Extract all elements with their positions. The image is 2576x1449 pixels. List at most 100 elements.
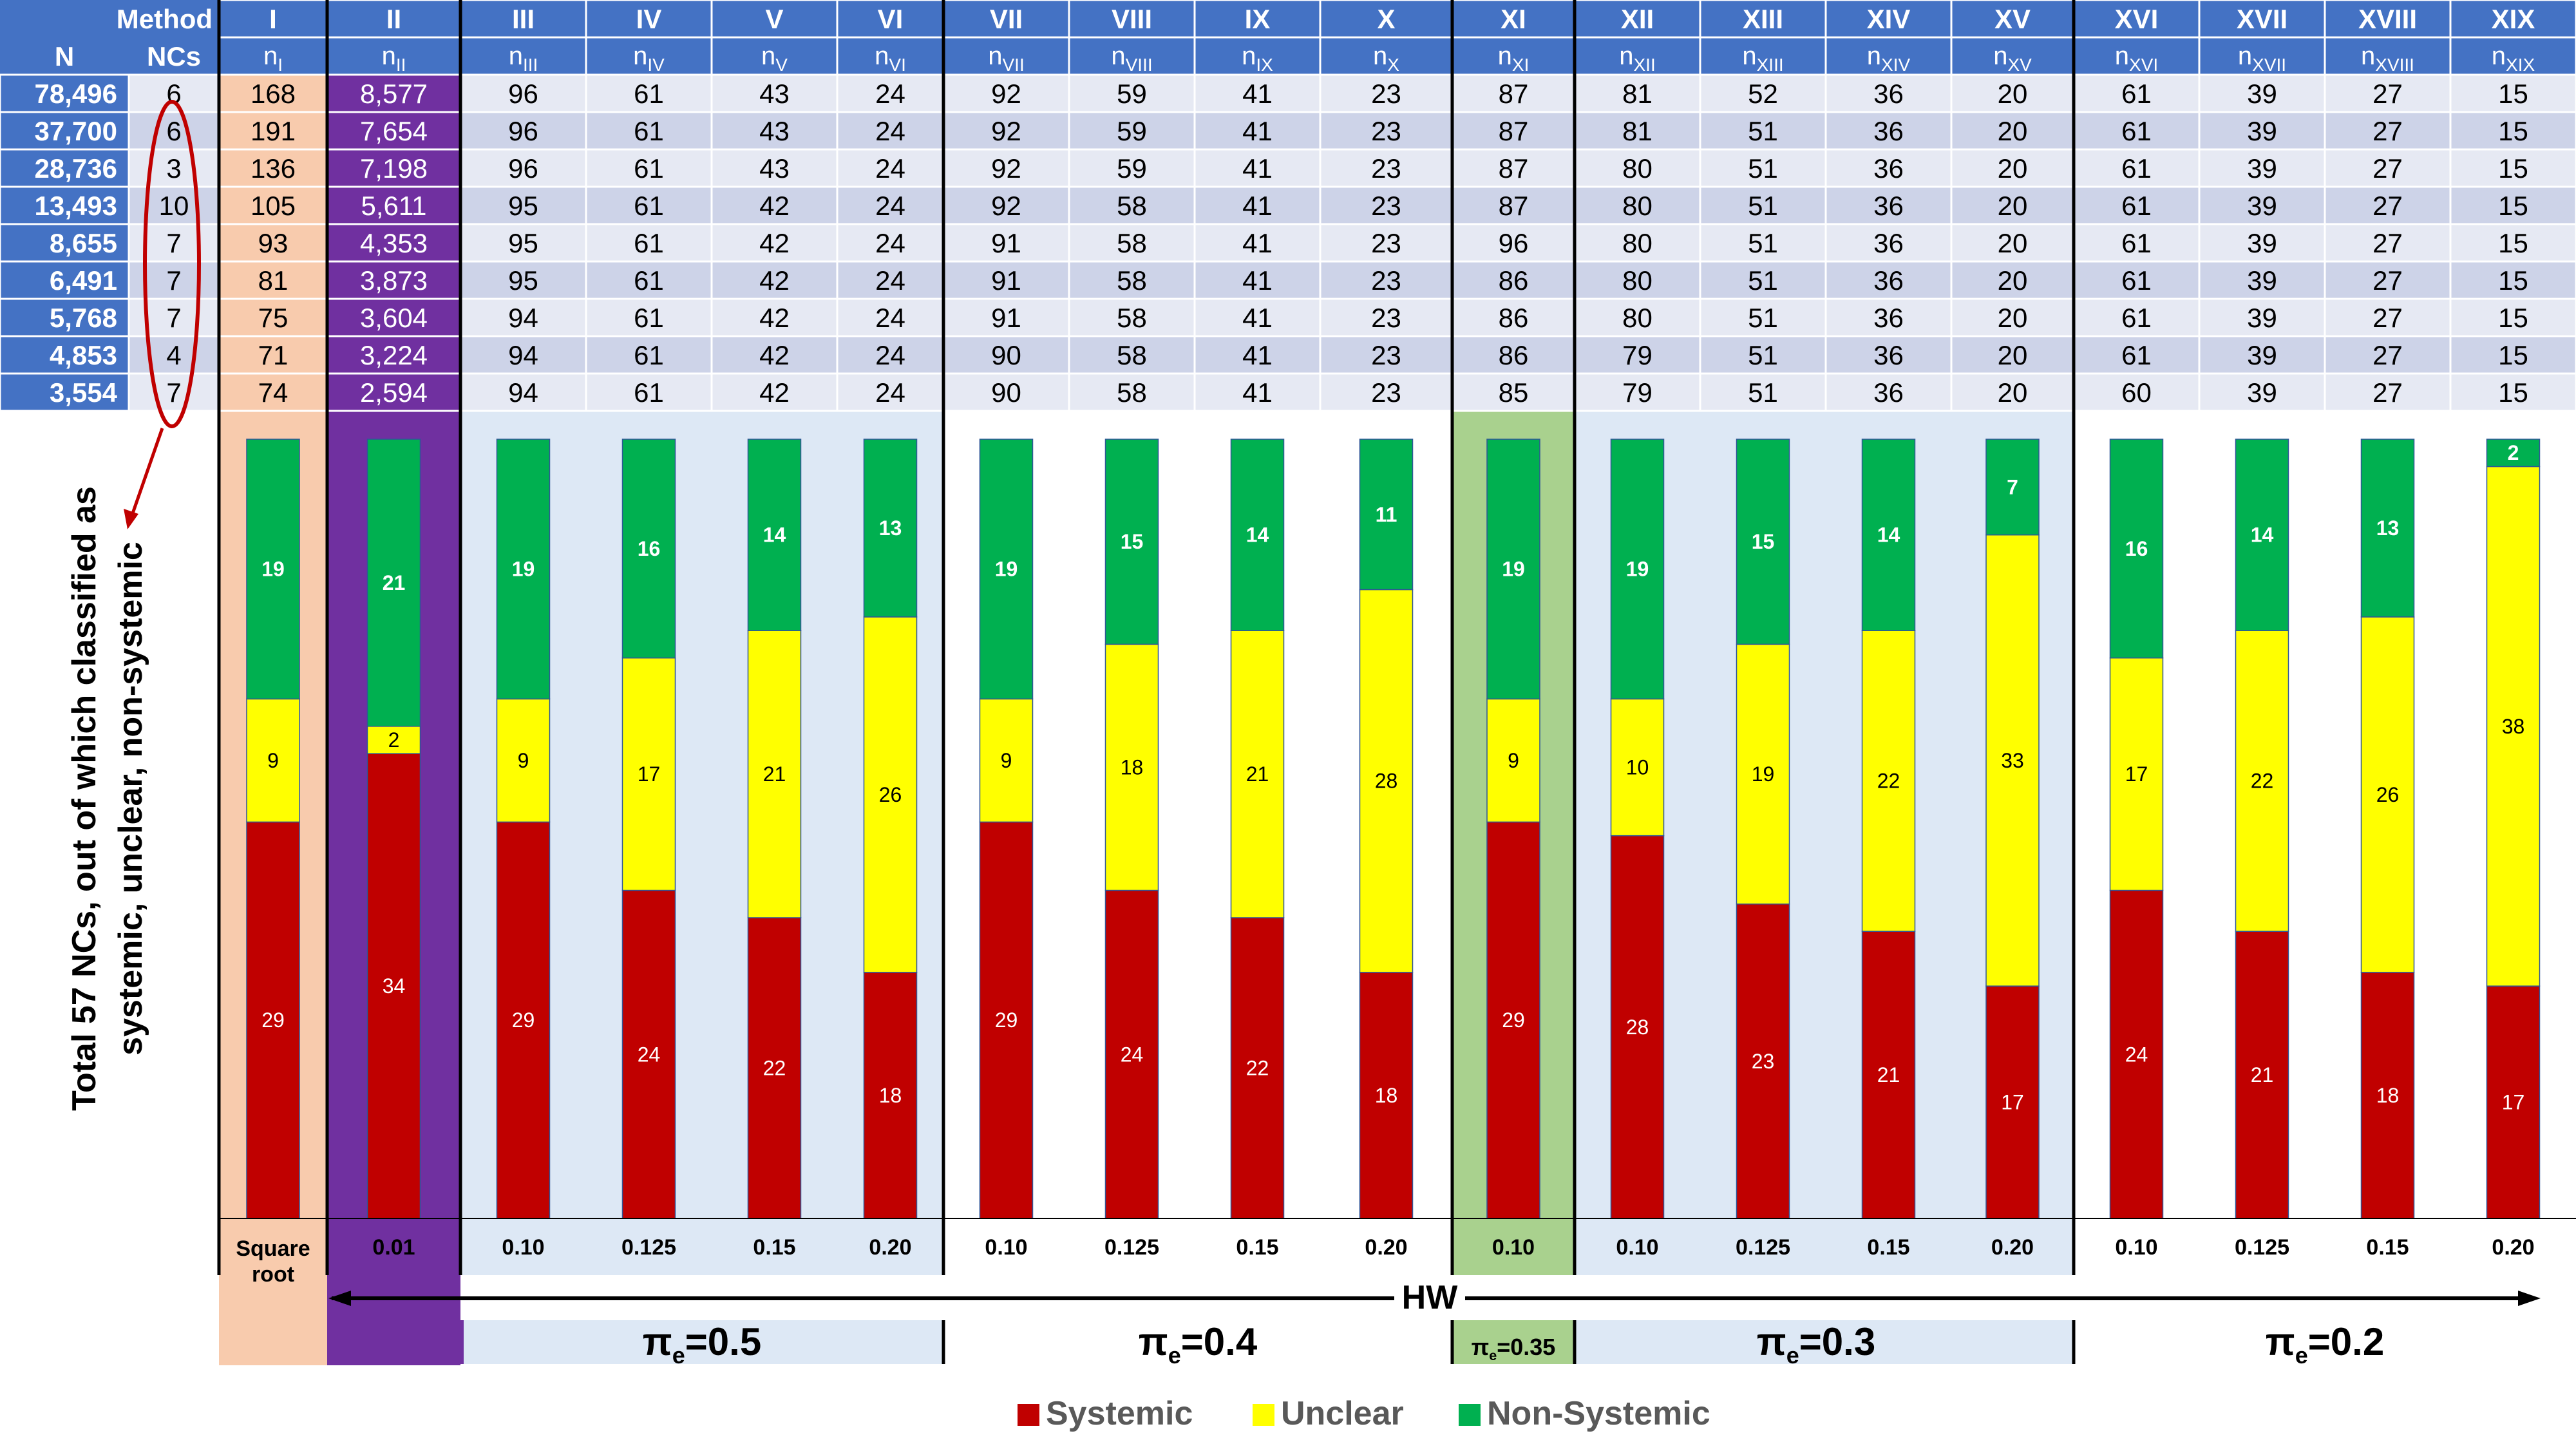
ncs-value: 7 bbox=[166, 228, 181, 258]
table-cell bbox=[836, 372, 945, 412]
cell-value: 61 bbox=[2121, 228, 2152, 258]
bar-unclear bbox=[496, 698, 551, 823]
cell-value: 20 bbox=[1998, 265, 2028, 296]
cell-value: 24 bbox=[875, 303, 905, 333]
cell-value: 20 bbox=[1998, 340, 2028, 370]
cell-value: 23 bbox=[1371, 265, 1401, 296]
cell-value: 23 bbox=[1371, 79, 1401, 109]
bar-value-label: 2 bbox=[2508, 441, 2519, 464]
oval-pointer bbox=[130, 428, 164, 516]
bar-non-systemic bbox=[1104, 439, 1159, 645]
cell-value: 36 bbox=[1873, 377, 1904, 408]
bar-value-label: 29 bbox=[261, 1009, 285, 1032]
n-value: 3,554 bbox=[50, 377, 118, 408]
cell-value: 58 bbox=[1117, 191, 1147, 221]
cell-value: 61 bbox=[634, 116, 664, 146]
cell-value: 39 bbox=[2247, 228, 2277, 258]
cell-value: 27 bbox=[2372, 228, 2403, 258]
bar-non-systemic bbox=[2235, 439, 2289, 631]
method-code: XVII bbox=[2237, 4, 2287, 34]
cell-value: 36 bbox=[1873, 191, 1904, 221]
table-cell bbox=[2198, 372, 2326, 412]
bar-systemic bbox=[1230, 917, 1285, 1219]
method-code-cell bbox=[1950, 0, 2075, 39]
n-symbol-cell bbox=[2072, 36, 2201, 76]
cell-value: 23 bbox=[1371, 228, 1401, 258]
pi-band-05 bbox=[464, 1320, 943, 1364]
table-cell bbox=[585, 185, 713, 225]
n-header-label: N bbox=[55, 41, 74, 71]
cell-value: 93 bbox=[258, 228, 289, 258]
table-cell bbox=[2072, 223, 2201, 263]
bar-value-label: 17 bbox=[2125, 762, 2148, 786]
cell-value: 43 bbox=[759, 79, 790, 109]
method-code-cell bbox=[836, 0, 945, 39]
n-symbol: nXVI bbox=[2115, 42, 2158, 75]
bar-value-label: 29 bbox=[995, 1009, 1018, 1032]
cell-value: 96 bbox=[508, 79, 538, 109]
cell-value: 79 bbox=[1622, 340, 1653, 370]
bar-unclear bbox=[2360, 616, 2415, 973]
bar-value-label: 28 bbox=[1375, 770, 1398, 793]
method-code: VI bbox=[878, 4, 904, 34]
table-cell bbox=[459, 148, 587, 188]
method-header-cell bbox=[0, 0, 219, 37]
ncs-value: 6 bbox=[166, 116, 181, 146]
table-cell bbox=[2198, 260, 2326, 300]
table-cell bbox=[585, 148, 713, 188]
bar-value-label: 19 bbox=[261, 558, 285, 581]
cell-value: 81 bbox=[1622, 79, 1653, 109]
threshold-label: 0.125 bbox=[1736, 1235, 1790, 1260]
table-cell bbox=[218, 335, 328, 375]
cell-value: 59 bbox=[1117, 153, 1147, 184]
legend: Systemic Unclear Non-Systemic bbox=[1018, 1395, 1710, 1432]
method-code: XIV bbox=[1867, 4, 1911, 34]
table-cell bbox=[459, 298, 587, 337]
cell-value: 91 bbox=[991, 265, 1021, 296]
cell-value: 80 bbox=[1622, 191, 1653, 221]
bar-value-label: 22 bbox=[1246, 1056, 1269, 1079]
n-value: 8,655 bbox=[50, 228, 117, 258]
table-cell bbox=[836, 298, 945, 337]
ncs-value: 4 bbox=[166, 340, 181, 370]
table-cell bbox=[710, 260, 838, 300]
cell-value: 60 bbox=[2121, 377, 2152, 408]
bar-unclear bbox=[1230, 630, 1285, 918]
legend-label: Unclear bbox=[1281, 1395, 1404, 1432]
cell-value: 41 bbox=[1242, 265, 1273, 296]
cell-value: 61 bbox=[2121, 116, 2152, 146]
table-cell bbox=[1950, 185, 2075, 225]
table-cell bbox=[1319, 148, 1454, 188]
cell-value: 58 bbox=[1117, 340, 1147, 370]
cell-value: 168 bbox=[251, 79, 296, 109]
cell-value: 24 bbox=[875, 377, 905, 408]
table-cell bbox=[942, 298, 1070, 337]
method-code: V bbox=[765, 4, 783, 34]
bar-unclear bbox=[1861, 630, 1916, 932]
n-symbol-cell bbox=[2324, 36, 2452, 76]
method-code: I bbox=[269, 4, 277, 34]
threshold-label: 0.20 bbox=[1991, 1235, 2034, 1260]
bar-systemic bbox=[747, 917, 802, 1219]
cell-value: 51 bbox=[1748, 191, 1778, 221]
table-cell bbox=[2449, 298, 2576, 337]
threshold-label: 0.15 bbox=[1867, 1235, 1909, 1260]
bar-value-label: 10 bbox=[1626, 755, 1649, 779]
cell-value: 41 bbox=[1242, 303, 1273, 333]
cell-value: 39 bbox=[2247, 153, 2277, 184]
hw-label: HW bbox=[1402, 1279, 1459, 1316]
bar-value-label: 21 bbox=[383, 571, 406, 594]
table-cell bbox=[1068, 335, 1196, 375]
table-cell bbox=[2072, 298, 2201, 337]
n-symbol: nV bbox=[761, 42, 788, 75]
cell-value: 61 bbox=[2121, 340, 2152, 370]
bar-value-label: 28 bbox=[1626, 1016, 1649, 1039]
bar-non-systemic bbox=[2360, 439, 2415, 618]
table-cell bbox=[326, 223, 462, 263]
bar-unclear bbox=[621, 657, 676, 891]
table-cell bbox=[1699, 372, 1827, 412]
legend-label: Non-Systemic bbox=[1487, 1395, 1710, 1432]
cell-value: 95 bbox=[508, 228, 538, 258]
